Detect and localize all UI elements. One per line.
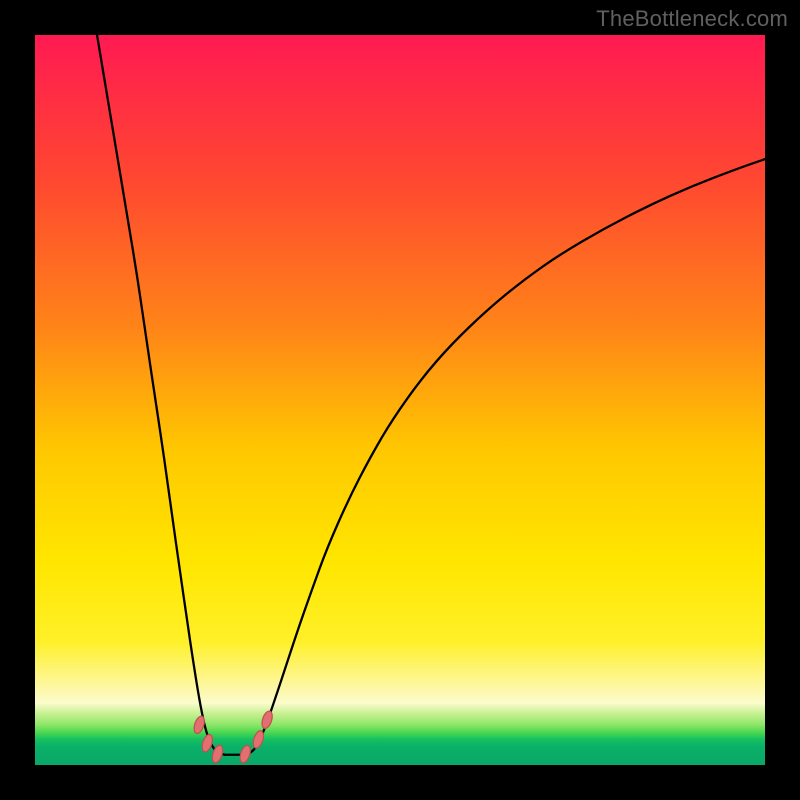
chart-container: TheBottleneck.com	[0, 0, 800, 800]
bottleneck-chart	[0, 0, 800, 800]
watermark-text: TheBottleneck.com	[596, 6, 788, 32]
